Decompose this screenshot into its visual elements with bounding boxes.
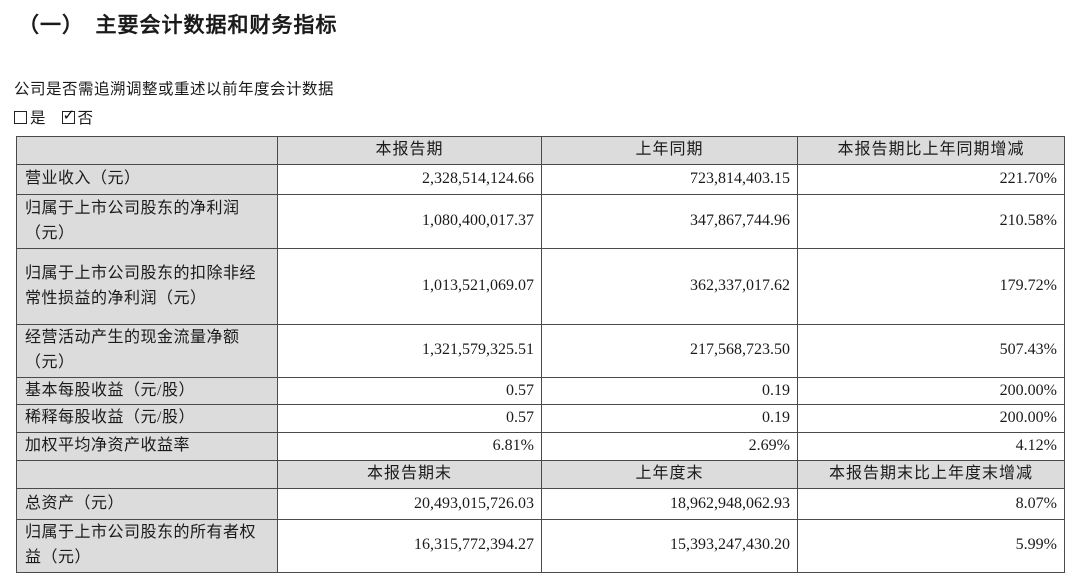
cell-current: 20,493,015,726.03 (277, 487, 542, 520)
cell-current: 1,013,521,069.07 (277, 248, 542, 325)
col-header-current-period: 本报告期 (277, 136, 542, 165)
cell-change: 221.70% (797, 164, 1065, 195)
row-label: 经营活动产生的现金流量净额（元） (16, 324, 278, 378)
cell-change: 5.99% (797, 518, 1065, 573)
table-row-revenue: 营业收入（元） 2,328,514,124.66 723,814,403.15 … (16, 164, 1065, 195)
cell-prior: 18,962,948,062.93 (541, 487, 798, 520)
cell-prior: 15,393,247,430.20 (541, 518, 798, 573)
col-header-period-change: 本报告期比上年同期增减 (797, 136, 1065, 165)
table-header-row-period: 本报告期 上年同期 本报告期比上年同期增减 (16, 136, 1065, 165)
row-label: 加权平均净资产收益率 (16, 432, 278, 461)
cell-current: 0.57 (277, 376, 542, 406)
section-title: （一） 主要会计数据和财务指标 (18, 13, 338, 37)
row-label: 总资产（元） (16, 487, 278, 520)
option-yes-label: 是 (30, 110, 46, 127)
restatement-options: 是 ✓ 否 (14, 106, 1080, 128)
cell-change: 179.72% (797, 248, 1065, 325)
row-label: 基本每股收益（元/股） (16, 376, 278, 406)
option-no[interactable]: ✓ 否 (61, 106, 94, 128)
cell-current: 2,328,514,124.66 (277, 164, 542, 195)
cell-change: 8.07% (797, 487, 1065, 520)
cell-current: 16,315,772,394.27 (277, 518, 542, 573)
cell-current: 1,321,579,325.51 (277, 324, 542, 378)
cell-prior: 362,337,017.62 (541, 248, 798, 325)
col-header-period-end-change: 本报告期末比上年度末增减 (797, 459, 1065, 489)
cell-prior: 0.19 (541, 404, 798, 434)
row-label: 归属于上市公司股东的所有者权益（元） (16, 518, 278, 573)
table-row-diluted-eps: 稀释每股收益（元/股） 0.57 0.19 200.00% (16, 404, 1065, 434)
col-header-current-period-end: 本报告期末 (277, 459, 542, 489)
cell-prior: 217,568,723.50 (541, 324, 798, 378)
cell-prior: 723,814,403.15 (541, 164, 798, 195)
table-row-total-assets: 总资产（元） 20,493,015,726.03 18,962,948,062.… (16, 487, 1065, 520)
cell-change: 507.43% (797, 324, 1065, 378)
corner-cell (16, 459, 278, 489)
checkbox-checked-icon[interactable]: ✓ (61, 106, 75, 124)
option-no-label: 否 (77, 110, 94, 127)
option-yes[interactable]: 是 (14, 106, 46, 128)
cell-change: 200.00% (797, 376, 1065, 406)
cell-prior: 347,867,744.96 (541, 194, 798, 249)
corner-cell (16, 136, 278, 165)
cell-change: 4.12% (797, 432, 1065, 461)
table-row-operating-cash-flow: 经营活动产生的现金流量净额（元） 1,321,579,325.51 217,56… (16, 324, 1065, 378)
cell-current: 1,080,400,017.37 (277, 194, 542, 249)
col-header-prior-year-end: 上年度末 (541, 459, 798, 489)
restatement-question: 公司是否需追溯调整或重述以前年度会计数据 (14, 81, 335, 98)
row-label: 归属于上市公司股东的净利润（元） (16, 194, 278, 249)
row-label: 稀释每股收益（元/股） (16, 404, 278, 434)
table-header-row-period-end: 本报告期末 上年度末 本报告期末比上年度末增减 (16, 459, 1065, 489)
row-label: 营业收入（元） (16, 164, 278, 195)
table-row-owners-equity: 归属于上市公司股东的所有者权益（元） 16,315,772,394.27 15,… (16, 518, 1065, 573)
table-row-basic-eps: 基本每股收益（元/股） 0.57 0.19 200.00% (16, 376, 1065, 406)
check-mark-icon: ✓ (62, 105, 76, 124)
col-header-prior-period: 上年同期 (541, 136, 798, 165)
cell-current: 0.57 (277, 404, 542, 434)
table-row-weighted-roe: 加权平均净资产收益率 6.81% 2.69% 4.12% (16, 432, 1065, 461)
cell-prior: 0.19 (541, 376, 798, 406)
cell-prior: 2.69% (541, 432, 798, 461)
table-row-deducted-net-profit: 归属于上市公司股东的扣除非经常性损益的净利润（元） 1,013,521,069.… (16, 248, 1065, 325)
cell-change: 200.00% (797, 404, 1065, 434)
cell-current: 6.81% (277, 432, 542, 461)
row-label: 归属于上市公司股东的扣除非经常性损益的净利润（元） (16, 248, 278, 325)
cell-change: 210.58% (797, 194, 1065, 249)
table-row-net-profit: 归属于上市公司股东的净利润（元） 1,080,400,017.37 347,86… (16, 194, 1065, 249)
checkbox-unchecked-icon[interactable] (14, 110, 27, 124)
report-page: （一） 主要会计数据和财务指标 公司是否需追溯调整或重述以前年度会计数据 是 ✓… (0, 9, 1080, 573)
financial-indicators-table: 本报告期 上年同期 本报告期比上年同期增减 营业收入（元） 2,328,514,… (16, 136, 1065, 573)
